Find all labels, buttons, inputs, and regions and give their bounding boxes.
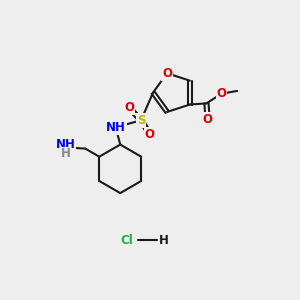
Text: O: O [217,87,226,100]
Text: O: O [202,112,213,126]
Text: Cl: Cl [121,234,134,247]
Text: O: O [145,128,155,141]
Text: NH: NH [106,121,126,134]
Text: O: O [124,101,134,114]
Text: H: H [159,234,169,247]
Text: H: H [61,147,71,161]
Text: O: O [162,67,172,80]
Text: NH: NH [56,138,76,151]
Text: S: S [137,114,145,127]
